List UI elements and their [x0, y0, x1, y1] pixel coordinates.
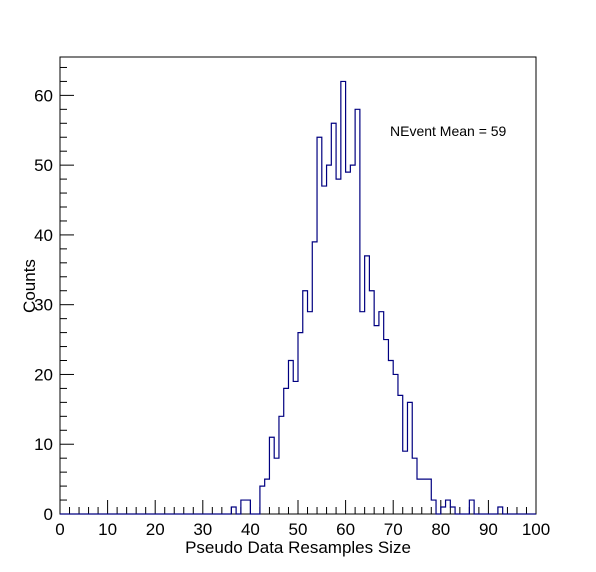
histogram-bin: [431, 500, 436, 514]
tick-labels: 0 10 20 30 40 50 60 70 80 90 100 0 10 20 30 40 50 60: [34, 86, 550, 539]
histogram-bin: [346, 172, 351, 514]
histogram-bin: [327, 165, 332, 514]
histogram-bin: [336, 179, 341, 514]
y-tick-label: 20: [34, 365, 53, 384]
x-axis-title: Pseudo Data Resamples Size: [185, 538, 411, 557]
histogram-bin: [398, 395, 403, 514]
histogram-bin: [422, 479, 427, 514]
x-tick-label: 10: [98, 520, 117, 539]
histogram-bin: [331, 123, 336, 514]
nevent-mean-annotation: NEvent Mean = 59: [390, 123, 507, 139]
histogram-bin: [241, 500, 246, 514]
histogram-bin: [450, 507, 455, 514]
histogram-bin: [274, 458, 279, 514]
x-tick-label: 50: [289, 520, 308, 539]
histogram-bin: [288, 361, 293, 514]
histogram-bin: [417, 479, 422, 514]
histogram-bin: [279, 416, 284, 514]
y-tick-label: 30: [34, 296, 53, 315]
histogram-bin: [303, 291, 308, 514]
histogram-bin: [350, 165, 355, 514]
x-tick-label: 60: [336, 520, 355, 539]
histogram-bin: [407, 402, 412, 514]
histogram-bin: [265, 479, 270, 514]
y-tick-label: 50: [34, 156, 53, 175]
histogram-bin: [384, 340, 389, 514]
histogram-bin: [388, 361, 393, 514]
x-tick-label: 100: [522, 520, 550, 539]
histogram-bin: [379, 312, 384, 514]
histogram-bin: [308, 312, 313, 514]
y-tick-label: 10: [34, 435, 53, 454]
histogram-bin: [498, 507, 503, 514]
x-tick-label: 0: [55, 520, 64, 539]
histogram-bin: [365, 256, 370, 514]
histogram-bin: [269, 437, 274, 514]
histogram-bins: [231, 81, 502, 514]
histogram-bin: [355, 109, 360, 514]
y-axis-title: Counts: [20, 259, 39, 313]
histogram-bin: [341, 81, 346, 514]
histogram-bin: [312, 242, 317, 514]
histogram-bin: [360, 312, 365, 514]
x-tick-label: 30: [193, 520, 212, 539]
histogram-bin: [441, 507, 446, 514]
histogram-bin: [231, 507, 236, 514]
histogram-outline: [60, 80, 536, 515]
histogram-bin: [260, 486, 265, 514]
histogram-bin: [393, 374, 398, 514]
x-tick-label: 40: [241, 520, 260, 539]
y-tick-label: 60: [34, 86, 53, 105]
histogram-bin: [317, 137, 322, 514]
x-tick-label: 80: [431, 520, 450, 539]
histogram-bin: [246, 500, 251, 514]
histogram-bin: [293, 381, 298, 514]
x-tick-label: 20: [146, 520, 165, 539]
histogram-bin: [284, 388, 289, 514]
histogram-bin: [322, 186, 327, 514]
histogram-bin: [403, 451, 408, 514]
histogram-bin: [412, 458, 417, 514]
y-tick-label: 40: [34, 226, 53, 245]
histogram-bin: [298, 333, 303, 514]
x-tick-label: 90: [479, 520, 498, 539]
histogram-bin: [469, 500, 474, 514]
y-tick-label: 0: [44, 505, 53, 524]
histogram-bin: [446, 500, 451, 514]
histogram-bin: [369, 291, 374, 514]
histogram-bin: [427, 479, 432, 514]
x-tick-label: 70: [384, 520, 403, 539]
histogram-bin: [374, 326, 379, 514]
